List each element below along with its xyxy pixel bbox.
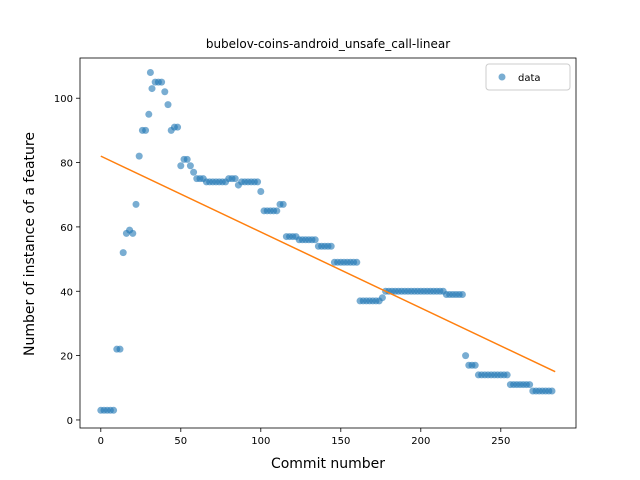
data-point: [471, 361, 479, 369]
data-point: [254, 178, 262, 186]
legend-label: data: [518, 73, 541, 84]
y-tick-label: 80: [60, 159, 73, 170]
data-point: [327, 242, 335, 250]
data-point: [231, 175, 239, 183]
data-point: [158, 78, 166, 86]
data-point: [458, 290, 466, 298]
data-point: [548, 387, 556, 395]
data-point: [135, 152, 143, 160]
legend-box: [485, 63, 571, 91]
data-point: [503, 371, 511, 379]
y-tick-label: 20: [60, 352, 73, 363]
chart-title: bubelov-coins-android_unsafe_call-linear: [206, 37, 450, 51]
x-tick-label: 0: [98, 436, 104, 447]
y-tick-label: 40: [60, 287, 73, 298]
data-point: [116, 345, 124, 353]
y-tick-label: 60: [60, 223, 73, 234]
data-point: [148, 85, 156, 93]
y-axis-label: Number of instance of a feature: [22, 132, 38, 356]
data-point: [190, 168, 198, 176]
data-point: [177, 162, 185, 170]
x-tick-label: 150: [331, 436, 350, 447]
y-tick-label: 100: [54, 94, 73, 105]
data-point: [142, 126, 150, 134]
data-point: [257, 188, 265, 196]
plot-frame: [79, 57, 577, 429]
data-point: [146, 68, 154, 76]
x-tick-label: 50: [174, 436, 187, 447]
data-point: [378, 294, 386, 302]
data-point: [186, 162, 194, 170]
data-point: [462, 352, 470, 360]
legend-marker: [498, 73, 506, 81]
data-point: [311, 236, 319, 244]
y-tick-label: 0: [67, 416, 73, 427]
data-point: [119, 249, 127, 257]
x-tick-label: 250: [491, 436, 510, 447]
data-point: [183, 155, 191, 163]
data-point: [273, 207, 281, 215]
data-point: [164, 101, 172, 109]
fit-line: [100, 155, 556, 373]
x-tick-label: 200: [411, 436, 430, 447]
data-point: [161, 88, 169, 96]
data-point: [526, 381, 534, 389]
x-axis-label: Commit number: [271, 456, 385, 472]
data-point: [132, 200, 140, 208]
x-tick-label: 100: [251, 436, 270, 447]
data-point: [174, 123, 182, 131]
data-point: [129, 229, 137, 237]
data-point: [279, 200, 287, 208]
data-point: [353, 258, 361, 266]
data-point: [110, 406, 118, 414]
data-point: [145, 110, 153, 118]
